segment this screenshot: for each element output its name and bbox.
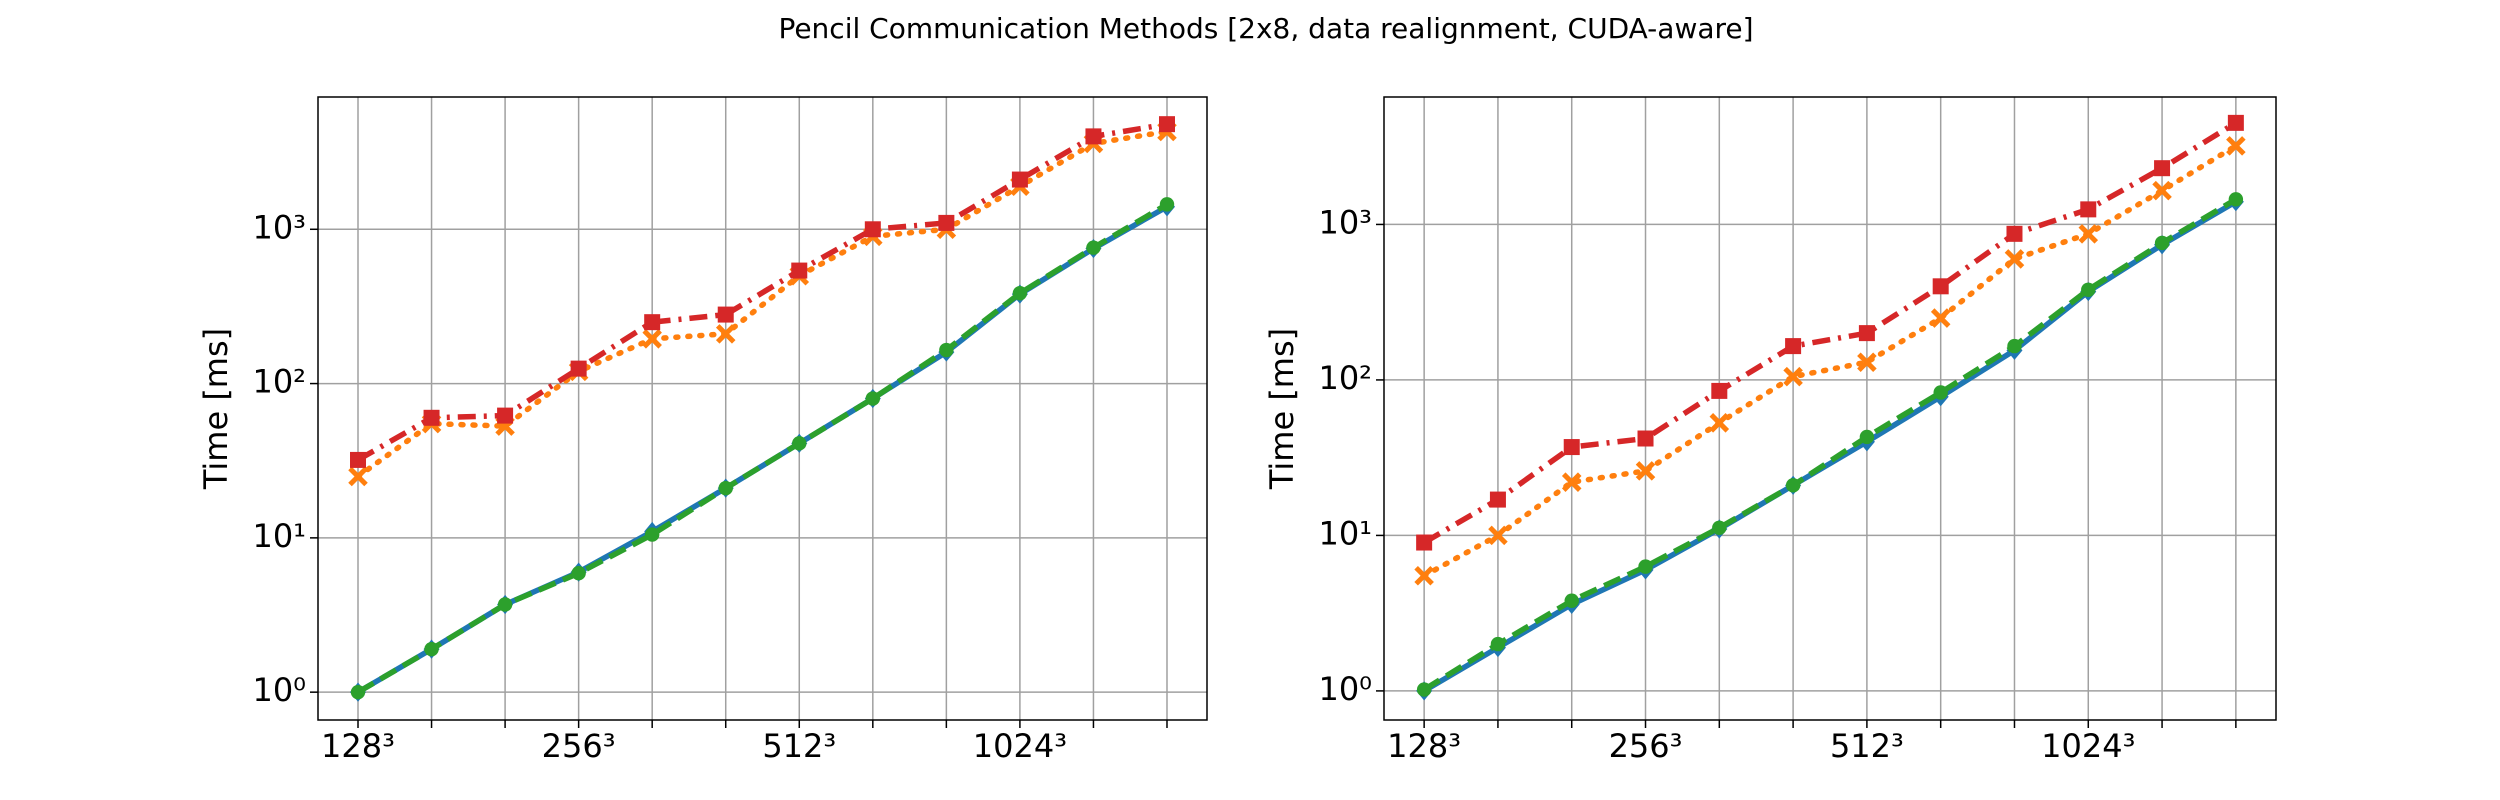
y-tick-label: 10¹ <box>252 517 306 555</box>
marker <box>497 597 513 612</box>
marker <box>1712 520 1727 535</box>
marker <box>1785 478 1801 493</box>
marker <box>1930 308 1951 328</box>
marker <box>1012 286 1028 301</box>
x-tick-label: 512³ <box>762 727 836 765</box>
marker <box>718 480 733 496</box>
series-line <box>1422 120 2238 545</box>
marker <box>1011 171 1028 188</box>
marker <box>864 221 881 238</box>
marker <box>939 342 954 358</box>
marker <box>1158 116 1175 133</box>
x-tick-label: 128³ <box>321 727 395 765</box>
marker <box>350 451 367 468</box>
marker <box>1709 413 1730 433</box>
marker <box>644 314 661 331</box>
marker <box>2154 160 2171 177</box>
series-line <box>1422 196 2238 692</box>
marker <box>792 436 807 451</box>
marker <box>791 262 808 279</box>
marker <box>1414 566 1434 586</box>
marker <box>350 684 366 700</box>
marker <box>424 641 439 657</box>
marker <box>2228 192 2244 207</box>
series-line <box>1421 143 2239 579</box>
marker <box>348 466 368 487</box>
y-tick-label: 10⁰ <box>1318 670 1372 708</box>
marker <box>1711 382 1728 399</box>
marker <box>2154 235 2170 251</box>
marker <box>1785 338 1802 355</box>
marker <box>1086 240 1101 255</box>
plot-frame <box>317 96 1208 721</box>
series-line <box>355 128 1170 480</box>
y-tick-label: 10³ <box>1318 203 1372 241</box>
y-axis-label: Time [ms] <box>197 328 235 490</box>
y-tick-label: 10² <box>1318 359 1372 397</box>
marker <box>2081 282 2096 297</box>
marker <box>865 391 881 406</box>
marker <box>570 360 587 377</box>
marker <box>1085 128 1102 145</box>
marker <box>715 324 736 344</box>
marker <box>1489 491 1506 508</box>
marker <box>1932 278 1949 295</box>
plot-frame <box>1383 96 2277 721</box>
marker <box>2004 249 2025 269</box>
marker <box>1416 534 1433 551</box>
series-line <box>356 202 1169 695</box>
marker <box>1859 429 1875 445</box>
marker <box>1416 682 1432 697</box>
marker <box>2152 180 2172 201</box>
marker <box>1159 197 1175 212</box>
marker <box>2078 224 2099 244</box>
marker <box>423 409 440 426</box>
x-tick-label: 128³ <box>1387 727 1461 765</box>
y-tick-label: 10¹ <box>1318 514 1372 552</box>
marker <box>2007 338 2022 354</box>
x-tick-label: 512³ <box>1830 727 1904 765</box>
marker <box>1561 472 1582 492</box>
y-axis-label: Time [ms] <box>1263 328 1301 490</box>
marker <box>938 214 955 231</box>
y-tick-label: 10³ <box>252 208 306 246</box>
marker <box>1637 430 1654 447</box>
marker <box>1635 461 1656 481</box>
marker <box>1858 325 1875 342</box>
marker <box>1638 559 1653 574</box>
x-tick-label: 256³ <box>542 727 616 765</box>
marker <box>644 527 660 542</box>
series-line <box>356 121 1168 463</box>
marker <box>1563 439 1580 456</box>
marker <box>2080 201 2097 218</box>
figure-title: Pencil Communication Methods [2x8, data … <box>778 12 1753 45</box>
subplot: 128³ 256³ 512³ 1024³ 10⁰ 10¹ 10² 10³ Time [ms] <box>1263 96 2277 765</box>
marker <box>1783 366 1803 387</box>
y-tick-label: 10² <box>252 363 306 401</box>
marker <box>717 306 734 323</box>
marker <box>1933 385 1948 400</box>
x-tick-label: 1024³ <box>973 727 1067 765</box>
marker <box>1490 636 1506 652</box>
marker <box>497 407 514 424</box>
marker <box>1488 525 1508 546</box>
marker <box>1857 352 1877 372</box>
x-tick-label: 256³ <box>1609 727 1683 765</box>
marker <box>2227 114 2244 131</box>
marker <box>2006 225 2023 242</box>
marker <box>1564 593 1579 608</box>
marker <box>571 566 586 581</box>
marker <box>642 329 662 349</box>
marker <box>2226 136 2246 156</box>
subplot: 128³ 256³ 512³ 1024³ 10⁰ 10¹ 10² 10³ Time [ms] <box>197 96 1208 765</box>
x-tick-label: 1024³ <box>2041 727 2135 765</box>
y-tick-label: 10⁰ <box>252 671 306 709</box>
